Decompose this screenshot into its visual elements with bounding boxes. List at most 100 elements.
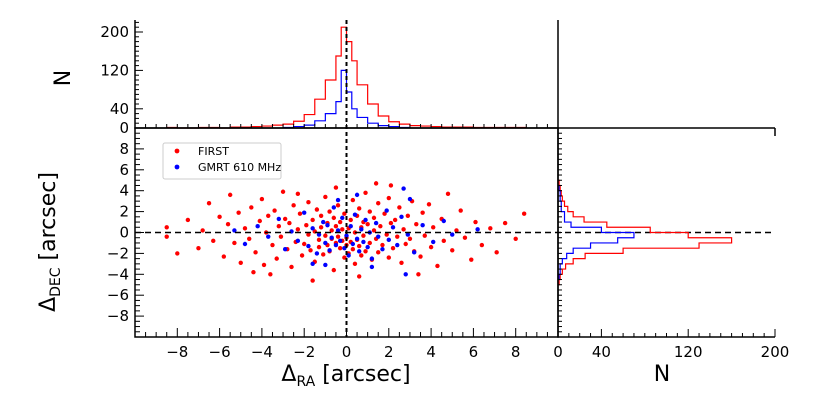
first-point <box>450 248 455 253</box>
first-point <box>327 209 332 214</box>
gmrt-point <box>354 192 360 198</box>
first-point <box>282 216 288 222</box>
first-point <box>356 274 362 279</box>
first-point <box>206 201 212 206</box>
first-point <box>304 222 309 228</box>
y-tick-label: 0 <box>119 224 129 242</box>
first-point <box>333 224 339 229</box>
first-point <box>335 234 341 239</box>
first-point <box>335 203 341 208</box>
x-tick-label: 6 <box>469 343 479 361</box>
x-tick-label: −2 <box>293 343 315 361</box>
first-point <box>392 217 398 223</box>
first-point <box>185 217 191 223</box>
first-point <box>367 209 372 214</box>
first-point <box>352 261 358 267</box>
first-point <box>337 245 343 251</box>
right-histogram-panel: 0 40 120 200 <box>553 127 790 361</box>
gmrt-point <box>321 219 326 225</box>
first-point <box>414 221 419 227</box>
gmrt-point <box>361 239 366 245</box>
first-point <box>297 211 303 216</box>
scatter-xlabel-sub: RA <box>296 374 315 390</box>
first-point <box>399 260 404 266</box>
gmrt-point <box>354 236 360 241</box>
first-point <box>323 194 328 200</box>
first-point <box>329 228 334 233</box>
first-point <box>289 264 294 270</box>
gmrt-point <box>337 238 343 244</box>
first-point <box>350 197 356 203</box>
first-point <box>314 207 320 212</box>
first-point <box>321 252 326 257</box>
first-point <box>270 242 275 248</box>
first-point <box>521 211 527 216</box>
top-histogram-ylabel: N <box>51 70 76 86</box>
first-point <box>287 220 292 226</box>
first-point <box>236 210 241 215</box>
first-point <box>342 211 347 216</box>
first-point <box>291 203 296 208</box>
first-point <box>513 236 518 241</box>
first-point <box>164 234 169 239</box>
first-point <box>371 228 377 233</box>
first-point <box>502 220 508 226</box>
gmrt-point <box>475 227 480 232</box>
legend: FIRST GMRT 610 MHz <box>162 142 282 180</box>
gmrt-point <box>276 216 282 222</box>
gmrt-point <box>405 232 411 237</box>
first-point <box>342 255 347 260</box>
gmrt-point <box>331 205 337 210</box>
gmrt-point <box>380 247 385 252</box>
first-point <box>458 208 463 213</box>
gmrt-point <box>363 217 368 223</box>
right-x-tick-label: 200 <box>761 343 790 361</box>
first-point <box>249 205 254 210</box>
gmrt-point <box>266 234 271 239</box>
gmrt-point <box>350 241 356 247</box>
first-point <box>340 227 345 232</box>
axis-labels: N ΔDEC [arcsec] ΔRA [arcsec] N <box>36 70 670 390</box>
first-point <box>445 191 451 197</box>
x-tick-label: −6 <box>209 343 231 361</box>
first-point <box>259 196 265 202</box>
first-point <box>295 191 301 197</box>
scatter-ylabel-symbol: Δ <box>36 297 61 312</box>
gmrt-point <box>390 225 396 230</box>
first-point <box>365 221 370 227</box>
gmrt-point <box>420 222 425 228</box>
gmrt-point <box>376 234 381 239</box>
right-x-tick-label: 40 <box>592 343 611 361</box>
top-y-tick-label: 120 <box>100 61 129 79</box>
first-point <box>331 215 337 221</box>
gmrt-point <box>369 256 375 261</box>
first-point <box>454 228 459 233</box>
gmrt-point <box>333 242 339 248</box>
gmrt-point <box>295 238 301 244</box>
first-point <box>356 243 362 249</box>
right-x-tick-label: 120 <box>674 343 703 361</box>
scatter-xlabel-symbol: Δ <box>281 362 296 387</box>
first-point <box>348 217 353 223</box>
gmrt-point <box>401 186 406 191</box>
right-histogram-frame <box>557 127 775 338</box>
first-point <box>306 232 311 237</box>
legend-frame <box>162 142 282 180</box>
gmrt-point <box>403 272 408 277</box>
first-point <box>469 257 474 262</box>
gmrt-point <box>325 222 330 228</box>
first-point <box>302 241 307 247</box>
top-y-tick-label: 200 <box>100 23 129 41</box>
first-point <box>397 205 402 210</box>
first-point <box>318 213 324 218</box>
scatter-ylabel-sub: DEC <box>48 267 64 297</box>
x-tick-label: 8 <box>511 343 521 361</box>
first-point <box>251 270 256 275</box>
gmrt-point <box>306 243 311 249</box>
gmrt-point <box>384 208 389 213</box>
gmrt-point <box>411 250 417 255</box>
first-point <box>238 260 243 266</box>
first-point <box>422 233 427 238</box>
first-point <box>323 233 328 238</box>
